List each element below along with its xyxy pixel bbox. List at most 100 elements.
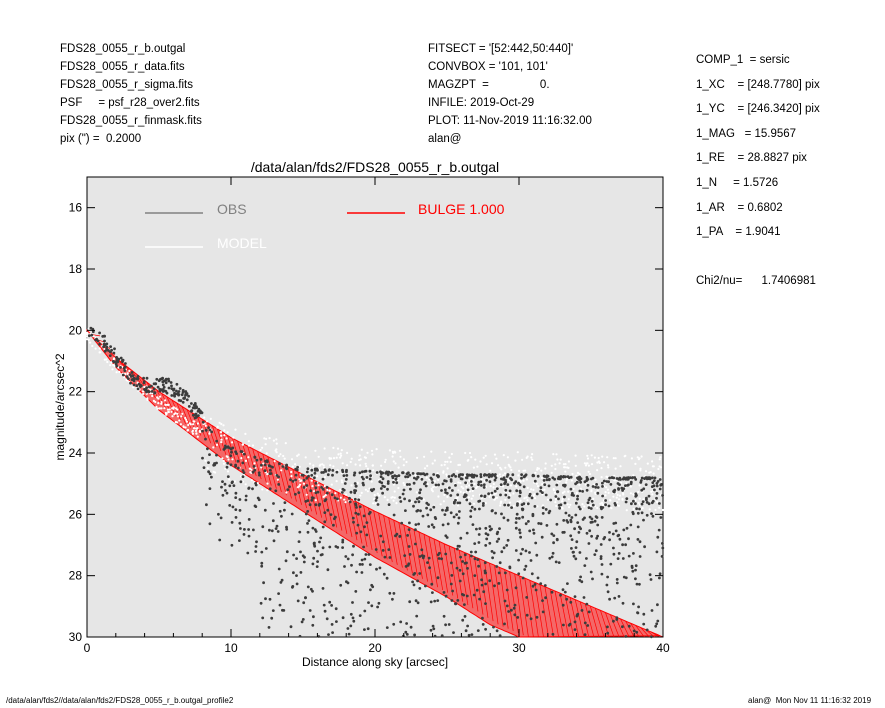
obs-point <box>387 470 391 474</box>
obs-point <box>570 516 574 519</box>
obs-point <box>438 551 441 555</box>
obs-point <box>366 627 370 631</box>
obs-point <box>574 513 578 517</box>
obs-point <box>150 390 154 393</box>
model-point <box>402 458 405 461</box>
model-point <box>533 497 537 500</box>
obs-point <box>98 331 101 335</box>
y-tick-label: 30 <box>69 630 83 644</box>
model-point <box>524 469 527 472</box>
obs-point <box>418 587 422 590</box>
obs-point <box>578 477 582 481</box>
obs-point <box>570 547 573 550</box>
obs-point <box>106 348 109 352</box>
obs-point <box>513 481 516 485</box>
obs-point <box>353 489 356 492</box>
model-point <box>558 480 561 483</box>
obs-point <box>350 563 353 567</box>
model-point <box>296 454 299 457</box>
model-point <box>508 501 512 504</box>
obs-point <box>550 590 554 594</box>
obs-point <box>339 583 343 587</box>
model-point <box>366 451 369 454</box>
obs-point <box>335 470 339 474</box>
obs-point <box>229 463 233 467</box>
obs-point <box>572 494 575 497</box>
obs-point <box>408 499 411 503</box>
obs-point <box>647 494 651 498</box>
obs-point <box>585 531 589 535</box>
model-point <box>157 402 160 405</box>
model-point <box>466 459 469 462</box>
bulge-hatch-line <box>267 456 277 489</box>
model-point <box>437 478 440 481</box>
model-point <box>564 470 567 473</box>
obs-point <box>652 479 656 482</box>
model-point <box>358 454 361 457</box>
bulge-hatch-line <box>373 510 383 557</box>
obs-point <box>464 481 467 485</box>
obs-point <box>252 528 255 532</box>
obs-point <box>268 487 272 491</box>
bulge-hatch-line <box>509 571 519 634</box>
obs-point <box>534 541 538 545</box>
model-point <box>276 478 279 481</box>
obs-point <box>391 475 394 478</box>
model-point <box>426 464 429 467</box>
obs-point <box>532 531 536 535</box>
obs-point <box>305 476 309 480</box>
obs-point <box>226 461 230 465</box>
model-point <box>91 344 94 348</box>
obs-point <box>355 531 359 535</box>
obs-point <box>334 545 338 548</box>
model-point <box>275 448 278 451</box>
obs-point <box>148 385 152 389</box>
model-point <box>403 483 406 487</box>
obs-point <box>224 489 227 492</box>
model-point <box>407 477 410 481</box>
obs-point <box>385 626 389 629</box>
obs-point <box>643 545 646 549</box>
obs-point <box>98 342 101 346</box>
model-point <box>606 475 609 479</box>
obs-point <box>162 385 166 389</box>
model-point <box>495 457 498 460</box>
obs-point <box>105 345 109 349</box>
model-point <box>206 420 209 423</box>
obs-point <box>460 477 464 481</box>
obs-point <box>473 542 477 545</box>
bulge-hatch-line <box>494 565 504 627</box>
model-point <box>575 491 579 494</box>
obs-point <box>461 560 464 563</box>
model-point <box>323 447 326 450</box>
obs-point <box>294 478 297 482</box>
obs-point <box>544 596 547 600</box>
obs-point <box>391 597 394 601</box>
obs-point <box>213 463 217 467</box>
model-point <box>442 471 445 474</box>
model-point <box>339 496 342 499</box>
obs-point <box>450 599 454 602</box>
obs-point <box>217 512 220 516</box>
model-point <box>621 497 624 501</box>
model-point <box>275 442 278 445</box>
model-point <box>261 446 264 449</box>
obs-point <box>606 575 609 579</box>
obs-point <box>302 486 306 489</box>
obs-point <box>364 469 368 473</box>
model-point <box>620 481 623 484</box>
obs-point <box>395 532 399 536</box>
obs-point <box>463 603 466 606</box>
model-point <box>160 401 163 404</box>
obs-point <box>333 496 337 500</box>
obs-point <box>648 573 652 577</box>
obs-point <box>375 496 379 500</box>
model-point <box>323 476 326 479</box>
obs-point <box>524 473 528 477</box>
obs-point <box>346 627 350 630</box>
obs-point <box>321 587 325 590</box>
obs-point <box>514 526 518 530</box>
obs-point <box>372 487 376 491</box>
obs-point <box>551 551 555 555</box>
